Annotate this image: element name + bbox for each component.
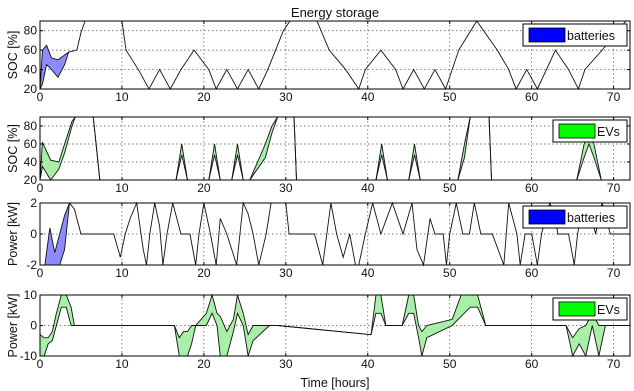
x-tick-label: 30 [279, 90, 293, 104]
legend-swatch [558, 123, 596, 139]
chart-panel-2: 0 10 20 30 40 50 60 70 20 40 60 80 SOC [%] EVs [6, 116, 631, 195]
legend: EVs [552, 297, 628, 321]
x-tick-label: 30 [279, 266, 293, 280]
y-tick-label: -2 [26, 258, 37, 272]
legend: batteries [522, 205, 628, 229]
x-tick-label: 70 [607, 357, 621, 371]
y-tick-label: 20 [24, 173, 38, 187]
legend-label: EVs [597, 303, 620, 317]
x-tick-label: 10 [115, 90, 129, 104]
x-tick-label: 0 [37, 181, 44, 195]
y-tick-label: 60 [24, 43, 38, 57]
legend-label: EVs [597, 125, 620, 139]
legend: batteries [522, 23, 628, 47]
x-tick-label: 60 [525, 266, 539, 280]
legend-swatch [528, 27, 566, 43]
x-tick-label: 20 [197, 90, 211, 104]
series-line-EVs [39, 293, 630, 339]
y-tick-label: 40 [24, 63, 38, 77]
x-tick-label: 50 [443, 181, 457, 195]
y-tick-label: 80 [24, 24, 38, 38]
x-tick-label: 0 [37, 90, 44, 104]
y-tick-label: -10 [20, 349, 38, 363]
axes-frame [39, 116, 631, 181]
x-axis-label: Time [hours] [300, 376, 369, 390]
x-tick-label: 10 [115, 266, 129, 280]
series-lower-line-batteries [39, 51, 70, 90]
x-tick-label: 50 [443, 266, 457, 280]
x-tick-label: 20 [197, 266, 211, 280]
legend-swatch [528, 209, 566, 225]
series-fill-EVs [40, 295, 630, 356]
x-tick-label: 40 [361, 181, 375, 195]
chart-panel-1: 0 10 20 30 40 50 60 70 20 40 60 80 SOC [%] Energy sto… [6, 5, 631, 104]
series-fill-batteries [40, 45, 69, 89]
y-tick-label: 0 [30, 227, 37, 241]
chart-title: Energy storage [291, 5, 379, 20]
legend-label: batteries [567, 211, 615, 225]
x-tick-label: 30 [279, 181, 293, 195]
legend: EVs [552, 119, 628, 143]
x-tick-label: 40 [361, 357, 375, 371]
legend-label: batteries [567, 29, 615, 43]
y-tick-label: 10 [24, 288, 38, 302]
plot-area [40, 117, 630, 180]
y-tick-label: 60 [24, 137, 38, 151]
y-axis-label: SOC [%] [6, 124, 20, 173]
y-axis-label: Power [kW] [6, 202, 20, 266]
legend-swatch [558, 301, 596, 317]
x-tick-label: 20 [197, 181, 211, 195]
axes-frame [39, 20, 631, 90]
x-tick-label: 60 [525, 90, 539, 104]
x-tick-label: 60 [525, 181, 539, 195]
x-tick-label: 70 [607, 266, 621, 280]
x-tick-label: 50 [443, 90, 457, 104]
x-tick-label: 0 [37, 357, 44, 371]
y-tick-label: 20 [24, 82, 38, 96]
x-tick-label: 40 [361, 266, 375, 280]
y-tick-label: 0 [30, 319, 37, 333]
x-tick-label: 20 [197, 357, 211, 371]
y-tick-label: 2 [30, 196, 37, 210]
x-tick-label: 10 [115, 357, 129, 371]
y-axis-label: Power [kW] [6, 294, 20, 358]
x-tick-label: 30 [279, 357, 293, 371]
x-tick-label: 0 [37, 266, 44, 280]
x-tick-label: 40 [361, 90, 375, 104]
y-axis-label: SOC [%] [6, 31, 20, 80]
x-tick-label: 60 [525, 357, 539, 371]
y-tick-label: 80 [24, 119, 38, 133]
x-tick-label: 50 [443, 357, 457, 371]
x-tick-label: 10 [115, 181, 129, 195]
x-tick-label: 70 [607, 181, 621, 195]
x-tick-label: 70 [607, 90, 621, 104]
y-tick-label: 40 [24, 155, 38, 169]
